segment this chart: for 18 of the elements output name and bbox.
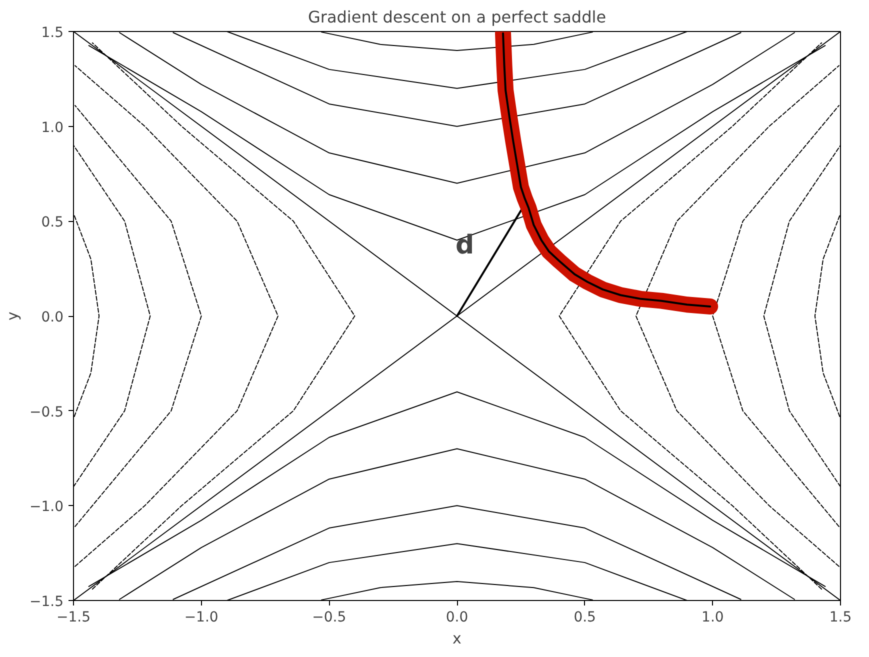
chart-title: Gradient descent on a perfect saddle (308, 8, 606, 26)
y-tick-label: −1.5 (30, 594, 64, 610)
y-tick-label: −1.0 (30, 499, 64, 516)
x-axis-title: x (452, 630, 462, 648)
annotation: d (456, 230, 474, 260)
x-tick-label: −0.5 (312, 610, 346, 626)
x-tick-label: 1.0 (702, 610, 724, 626)
x-tick-label: 0.5 (574, 610, 596, 626)
y-axis-title: y (4, 311, 22, 320)
y-tick-label: −0.5 (30, 404, 64, 420)
y-tick-label: 1.5 (41, 25, 64, 41)
y-tick-label: 0.0 (41, 310, 64, 326)
y-tick-label: 0.5 (41, 214, 64, 231)
x-tick-label: 1.5 (829, 610, 852, 626)
x-tick-label: 0.0 (446, 610, 468, 626)
x-tick-label: −1.0 (184, 610, 218, 626)
y-tick-label: 1.0 (41, 120, 64, 136)
x-tick-label: −1.5 (56, 610, 90, 626)
